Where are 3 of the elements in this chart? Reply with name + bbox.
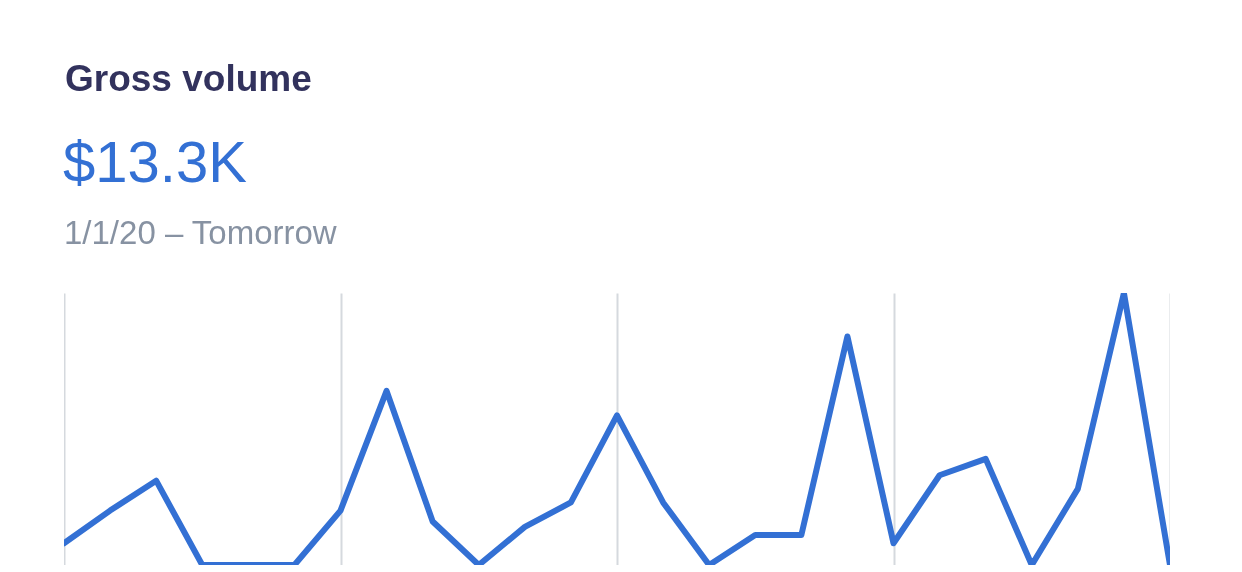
- chart-title: Gross volume: [65, 58, 312, 100]
- chart-subtitle: $13.3K: [63, 128, 247, 195]
- text: 1/1/20 – Tomorrow: [64, 214, 337, 252]
